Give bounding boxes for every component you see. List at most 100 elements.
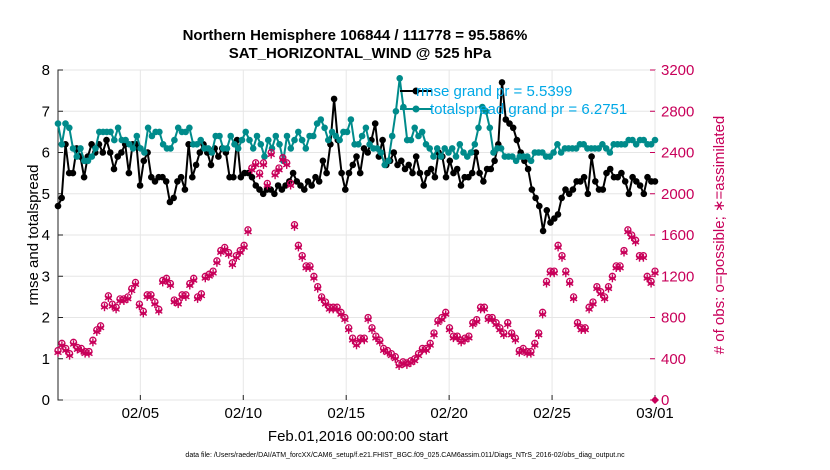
point-obs-assimilated [344, 325, 353, 334]
point-totalspread [144, 124, 152, 132]
point-obs-assimilated [112, 305, 120, 314]
point-rmse [476, 169, 483, 177]
asterisk-stroke [399, 361, 407, 367]
asterisk-stroke [573, 322, 582, 328]
asterisk-stroke [519, 347, 528, 354]
point-obs-assimilated [127, 286, 136, 295]
asterisk-stroke [313, 285, 322, 292]
point-totalspread [471, 141, 479, 148]
point-obs-assimilated [503, 320, 512, 329]
point-rmse [289, 169, 297, 177]
point-rmse [338, 169, 345, 177]
point-totalspread [317, 116, 325, 123]
point-obs-assimilated [100, 303, 109, 312]
point-obs-assimilated [306, 264, 314, 272]
asterisk-stroke [259, 162, 268, 168]
asterisk-stroke [453, 335, 462, 341]
point-obs-assimilated [507, 331, 516, 339]
point-rmse [584, 190, 592, 198]
point-totalspread [509, 153, 516, 160]
point-rmse [592, 178, 599, 185]
asterisk-stroke [321, 301, 330, 307]
point-totalspread [242, 128, 249, 136]
asterisk-stroke [569, 296, 578, 302]
point-obs-assimilated [131, 280, 140, 289]
point-rmse [457, 182, 465, 189]
asterisk-stroke [631, 239, 640, 245]
point-obs-assimilated [554, 243, 562, 252]
point-obs-assimilated [341, 315, 349, 324]
point-totalspread [467, 149, 475, 156]
asterisk-stroke [185, 282, 194, 289]
asterisk-stroke [643, 275, 652, 281]
point-rmse [259, 190, 267, 198]
point-totalspread [651, 136, 659, 144]
point-obs-assimilated [534, 331, 543, 339]
point-obs-assimilated [593, 284, 601, 293]
point-obs-assimilated [643, 274, 652, 283]
point-obs-assimilated [624, 227, 632, 236]
asterisk-stroke [387, 353, 396, 359]
asterisk-stroke [503, 322, 512, 328]
point-totalspread [234, 145, 242, 152]
point-totalspread [249, 145, 257, 152]
point-totalspread [497, 145, 505, 152]
asterisk-stroke [108, 303, 117, 309]
point-obs-assimilated [480, 305, 489, 314]
point-rmse [110, 165, 118, 173]
point-rmse [54, 202, 62, 210]
point-obs-assimilated [54, 348, 62, 357]
point-obs-assimilated [550, 269, 559, 278]
point-totalspread [92, 145, 99, 152]
point-rmse [323, 169, 330, 177]
point-rmse [580, 173, 588, 181]
point-totalspread [216, 132, 223, 140]
y-tick-label-right: 800 [661, 310, 686, 327]
asterisk-stroke [624, 229, 632, 235]
asterisk-stroke [216, 249, 225, 256]
point-rmse [162, 178, 170, 185]
asterisk-stroke [236, 249, 245, 256]
point-obs-assimilated [608, 274, 617, 283]
asterisk-stroke [437, 316, 446, 323]
legend-spread-marker [412, 105, 420, 113]
point-obs-assimilated [216, 248, 225, 257]
point-totalspread [418, 128, 426, 136]
point-obs-assimilated [600, 294, 609, 303]
point-obs-assimilated [147, 292, 155, 301]
point-obs-assimilated [154, 307, 163, 316]
asterisk-stroke [430, 332, 438, 338]
point-totalspread [388, 132, 396, 140]
point-obs-assimilated [542, 279, 551, 288]
point-rmse [230, 173, 237, 181]
point-obs-assimilated [616, 264, 624, 272]
point-obs-assimilated [108, 302, 117, 311]
point-obs-assimilated [352, 341, 361, 350]
point-totalspread [452, 153, 460, 160]
asterisk-stroke [492, 322, 500, 328]
point-obs-assimilated [182, 292, 190, 301]
point-obs-assimilated [290, 222, 299, 231]
point-obs-assimilated [445, 325, 454, 334]
y-tick-label-left: 7 [42, 103, 50, 120]
asterisk-stroke [507, 332, 516, 338]
asterisk-stroke [228, 262, 237, 268]
point-rmse [80, 173, 88, 181]
asterisk-stroke [445, 327, 454, 333]
point-rmse [554, 211, 562, 218]
point-totalspread [647, 141, 655, 148]
point-rmse [271, 190, 278, 198]
point-rmse [621, 178, 629, 185]
y-tick-label-left: 3 [42, 268, 50, 285]
point-obs-assimilated [321, 300, 330, 309]
point-obs-assimilated [569, 294, 578, 303]
point-totalspread [430, 153, 437, 160]
point-totalspread [347, 116, 355, 123]
asterisk-stroke [247, 167, 256, 173]
asterisk-stroke [337, 311, 345, 318]
point-obs-assimilated [465, 334, 473, 343]
point-obs-assimilated [519, 346, 528, 355]
point-totalspread [336, 136, 343, 144]
point-rmse [118, 149, 125, 156]
point-obs-assimilated [620, 248, 628, 257]
